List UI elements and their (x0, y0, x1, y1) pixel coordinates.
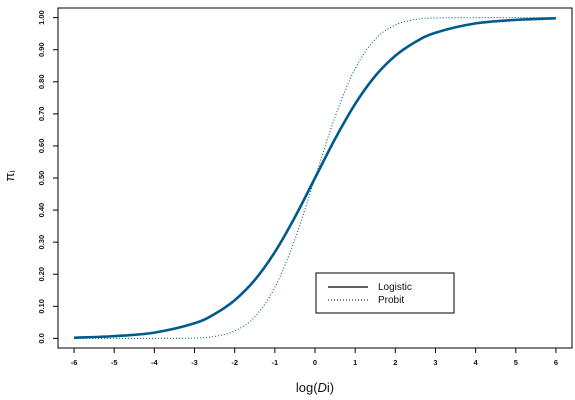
legend-box (315, 272, 455, 314)
x-tick-label: 3 (433, 358, 437, 367)
x-tick-label: 6 (554, 358, 558, 367)
legend-label-probit: Probit (378, 295, 404, 306)
x-tick-label: -6 (71, 358, 78, 367)
x-tick-label: 1 (353, 358, 357, 367)
legend-label-logistic: Logistic (378, 282, 412, 293)
x-tick-label: 4 (474, 358, 479, 367)
y-tick-label: 0.50 (37, 171, 46, 186)
y-tick-label: 0.0 (37, 333, 46, 343)
legend: Logistic Probit (315, 272, 455, 314)
x-tick-label: -1 (272, 358, 279, 367)
x-tick-label: -4 (151, 358, 158, 367)
x-tick-label: 5 (514, 358, 518, 367)
y-tick-label: 0.70 (37, 107, 46, 122)
y-tick-label: 0.40 (37, 203, 46, 218)
y-tick-label: 0.60 (37, 139, 46, 154)
y-tick-label: 0.10 (37, 299, 46, 314)
y-tick-label: 1.00 (37, 10, 46, 25)
series-line-logistic (74, 16, 556, 340)
x-axis-title: log(Di) (296, 380, 334, 395)
y-axis-title: πᵢ (2, 170, 17, 181)
x-tick-label: -2 (231, 358, 238, 367)
y-tick-label: 0.90 (37, 42, 46, 57)
x-tick-label: -5 (111, 358, 118, 367)
x-tick-label: 2 (393, 358, 397, 367)
y-tick-label: 0.20 (37, 267, 46, 282)
series-line-probit (74, 17, 556, 339)
curves-layer (74, 16, 556, 340)
x-axis-title-suffix: i) (327, 380, 334, 395)
x-tick-label: -3 (191, 358, 198, 367)
y-tick-label: 0.30 (37, 235, 46, 250)
x-axis-title-prefix: log( (296, 380, 318, 395)
x-axis-title-italic: D (318, 380, 327, 395)
ticks-layer: -6 -5 -4 -3 -2 -1 0 1 2 3 4 5 6 0.0 0.10 0.20 0.30 0.40 0.… (37, 10, 558, 367)
y-tick-label: 0.80 (37, 74, 46, 89)
x-tick-label: 0 (313, 358, 317, 367)
